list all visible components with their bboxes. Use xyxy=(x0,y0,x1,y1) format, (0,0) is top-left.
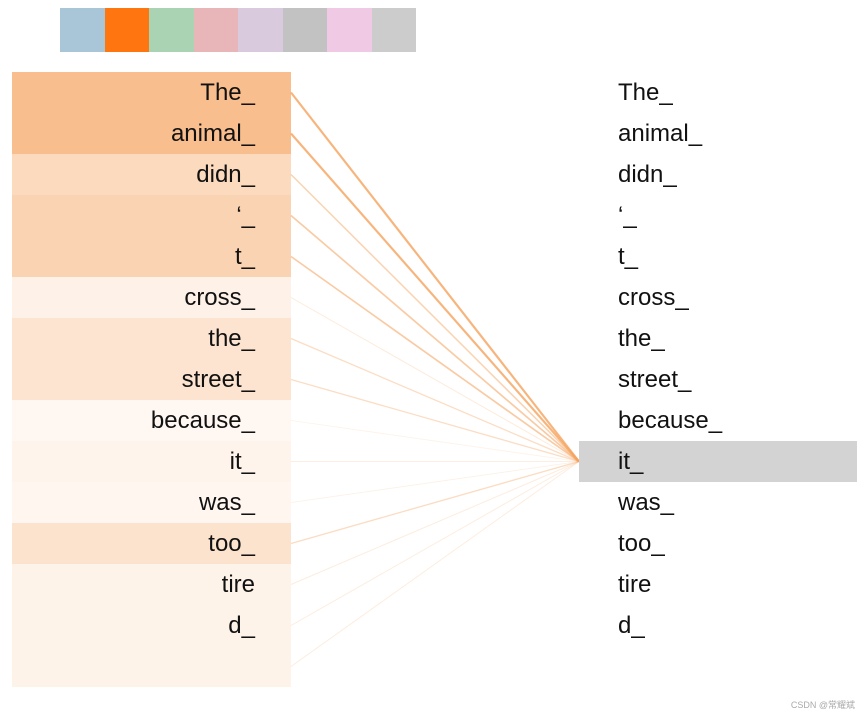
attention-line xyxy=(290,214,580,463)
target-token[interactable]: t_ xyxy=(618,243,639,270)
target-token[interactable]: tire xyxy=(618,571,652,598)
source-token[interactable]: it_ xyxy=(12,441,291,482)
attention-line xyxy=(290,297,580,462)
source-token[interactable]: The_ xyxy=(12,72,291,113)
attention-line xyxy=(290,132,580,463)
source-token[interactable] xyxy=(12,646,291,687)
target-token[interactable]: cross_ xyxy=(618,284,689,311)
attention-line xyxy=(290,337,580,463)
attention-line xyxy=(290,460,580,545)
watermark: CSDN @常耀斌 xyxy=(790,700,855,710)
target-token[interactable]: was_ xyxy=(618,489,675,516)
attention-line xyxy=(290,461,580,626)
source-token[interactable]: d_ xyxy=(12,605,291,646)
target-token-column: The_ animal_ didn_ ‘_ t_ cross_ the_ street_bec… xyxy=(579,72,857,646)
target-token[interactable]: the_ xyxy=(618,325,665,352)
head-swatch-4[interactable] xyxy=(193,8,238,52)
head-swatch-2[interactable] xyxy=(104,8,149,52)
target-token[interactable]: d_ xyxy=(618,612,645,639)
source-token[interactable]: tire xyxy=(12,564,291,605)
source-token[interactable]: cross_ xyxy=(12,277,291,318)
source-token[interactable]: because_ xyxy=(12,400,291,441)
source-token[interactable]: street_ xyxy=(12,359,291,400)
target-token[interactable]: street_ xyxy=(618,366,692,393)
head-swatch-7[interactable] xyxy=(327,8,372,52)
target-token[interactable]: because_ xyxy=(618,407,723,434)
head-swatch-1[interactable] xyxy=(60,8,105,52)
source-token[interactable]: ‘_ xyxy=(12,195,291,236)
target-token[interactable]: ‘_ xyxy=(618,202,637,229)
attention-line xyxy=(290,461,580,667)
source-token[interactable]: t_ xyxy=(12,236,291,277)
attention-line xyxy=(290,461,580,585)
head-swatch-6[interactable] xyxy=(282,8,327,52)
attention-line xyxy=(290,173,580,463)
source-token[interactable]: too_ xyxy=(12,523,291,564)
target-token[interactable]: too_ xyxy=(618,530,665,557)
head-swatch-8[interactable] xyxy=(371,8,416,52)
source-token[interactable]: was_ xyxy=(12,482,291,523)
source-token[interactable]: animal_ xyxy=(12,113,291,154)
target-token[interactable]: didn_ xyxy=(618,161,677,188)
target-token[interactable]: animal_ xyxy=(618,120,703,147)
head-swatch-5[interactable] xyxy=(238,8,283,52)
attention-line xyxy=(290,255,580,463)
attention-line xyxy=(290,461,580,503)
target-token[interactable]: The_ xyxy=(618,79,673,106)
head-swatch-3[interactable] xyxy=(149,8,194,52)
source-token-column: The_ animal_ didn_ ‘_ t_ cross_ the_ street_ bec… xyxy=(12,72,291,687)
source-token[interactable]: didn_ xyxy=(12,154,291,195)
attention-line xyxy=(290,420,580,462)
target-token-selected[interactable]: it_ xyxy=(579,441,857,482)
attention-line xyxy=(290,378,580,463)
attention-line xyxy=(290,91,580,463)
source-token[interactable]: the_ xyxy=(12,318,291,359)
attention-head-selector[interactable] xyxy=(60,8,416,52)
